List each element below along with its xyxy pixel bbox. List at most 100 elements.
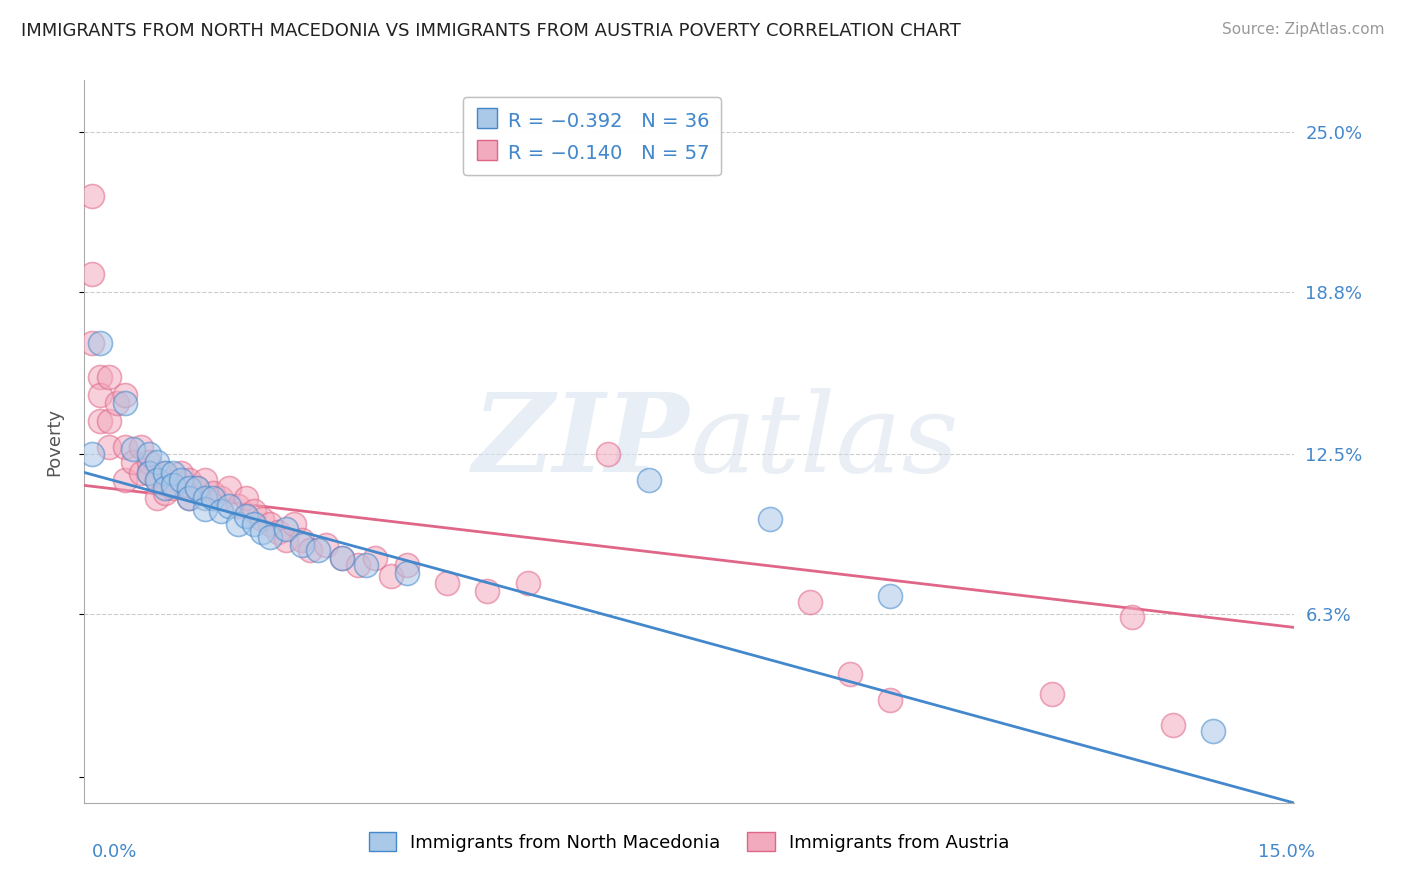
Point: [250, 524, 273, 539]
Point: [121, 442, 143, 457]
Point: [291, 533, 314, 547]
Point: [839, 666, 862, 681]
Point: [82, 336, 104, 351]
Point: [202, 486, 225, 500]
Point: [114, 473, 136, 487]
Point: [82, 267, 104, 281]
Point: [89, 370, 111, 384]
Point: [879, 692, 901, 706]
Point: [153, 466, 176, 480]
Point: [315, 538, 337, 552]
Text: 0.0%: 0.0%: [91, 843, 136, 861]
Point: [146, 473, 169, 487]
Point: [114, 388, 136, 402]
Point: [194, 491, 217, 506]
Point: [267, 524, 290, 539]
Point: [82, 447, 104, 461]
Point: [242, 504, 264, 518]
Point: [242, 517, 264, 532]
Text: IMMIGRANTS FROM NORTH MACEDONIA VS IMMIGRANTS FROM AUSTRIA POVERTY CORRELATION C: IMMIGRANTS FROM NORTH MACEDONIA VS IMMIG…: [21, 22, 960, 40]
Point: [153, 486, 176, 500]
Point: [162, 466, 184, 480]
Point: [598, 447, 620, 461]
Point: [299, 542, 322, 557]
Point: [179, 481, 201, 495]
Point: [330, 550, 353, 565]
Point: [477, 584, 499, 599]
Point: [330, 550, 353, 565]
Point: [250, 512, 273, 526]
Point: [194, 473, 217, 487]
Point: [758, 512, 780, 526]
Point: [283, 517, 305, 532]
Point: [138, 466, 160, 480]
Point: [218, 481, 240, 495]
Y-axis label: Poverty: Poverty: [45, 408, 63, 475]
Text: 15.0%: 15.0%: [1257, 843, 1315, 861]
Point: [356, 558, 378, 573]
Point: [138, 447, 160, 461]
Point: [226, 499, 249, 513]
Point: [129, 440, 152, 454]
Point: [259, 530, 281, 544]
Point: [162, 481, 184, 495]
Point: [170, 466, 193, 480]
Point: [347, 558, 370, 573]
Point: [259, 517, 281, 532]
Point: [146, 473, 169, 487]
Point: [395, 558, 418, 573]
Point: [516, 576, 538, 591]
Point: [226, 517, 249, 532]
Point: [436, 576, 458, 591]
Point: [186, 481, 208, 495]
Point: [114, 396, 136, 410]
Point: [82, 189, 104, 203]
Point: [138, 466, 160, 480]
Point: [274, 533, 297, 547]
Point: [89, 388, 111, 402]
Point: [179, 491, 201, 506]
Point: [129, 466, 152, 480]
Text: atlas: atlas: [689, 388, 959, 495]
Point: [89, 336, 111, 351]
Point: [97, 370, 120, 384]
Point: [1202, 723, 1225, 738]
Legend: R = −0.392   N = 36, R = −0.140   N = 57: R = −0.392 N = 36, R = −0.140 N = 57: [463, 97, 721, 175]
Point: [146, 455, 169, 469]
Point: [209, 491, 232, 506]
Point: [235, 491, 257, 506]
Point: [1161, 718, 1184, 732]
Point: [218, 499, 240, 513]
Point: [114, 440, 136, 454]
Point: [153, 466, 176, 480]
Point: [291, 538, 314, 552]
Point: [307, 542, 329, 557]
Point: [363, 550, 385, 565]
Point: [879, 590, 901, 604]
Point: [274, 522, 297, 536]
Point: [97, 440, 120, 454]
Point: [97, 414, 120, 428]
Point: [162, 478, 184, 492]
Point: [637, 473, 659, 487]
Point: [194, 501, 217, 516]
Point: [1121, 610, 1143, 624]
Point: [186, 481, 208, 495]
Point: [179, 491, 201, 506]
Point: [235, 509, 257, 524]
Point: [89, 414, 111, 428]
Point: [146, 491, 169, 506]
Point: [105, 396, 128, 410]
Point: [202, 491, 225, 506]
Point: [209, 504, 232, 518]
Text: ZIP: ZIP: [472, 388, 689, 495]
Point: [138, 455, 160, 469]
Point: [395, 566, 418, 581]
Point: [179, 473, 201, 487]
Point: [121, 455, 143, 469]
Point: [153, 481, 176, 495]
Point: [380, 568, 402, 582]
Point: [1040, 687, 1063, 701]
Point: [799, 594, 821, 608]
Point: [170, 473, 193, 487]
